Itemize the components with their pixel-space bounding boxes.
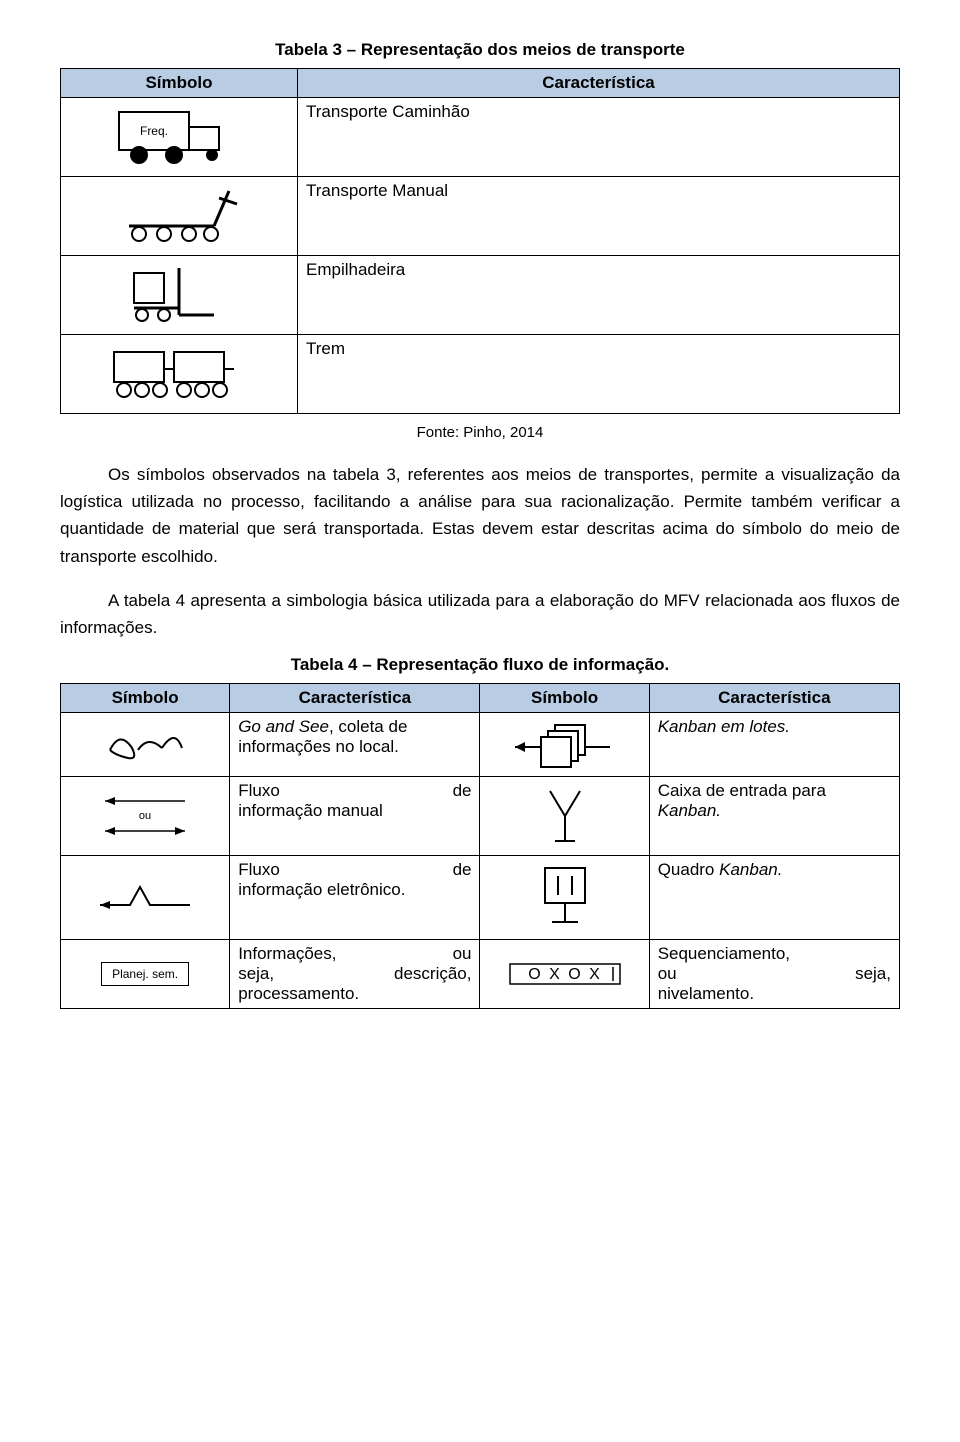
table4-title: Tabela 4 – Representação fluxo de inform…: [60, 655, 900, 675]
table4-header-char-1: Característica: [230, 684, 480, 713]
truck-freq-label: Freq.: [140, 124, 168, 138]
char-cell: Quadro Kanban.: [649, 856, 899, 940]
table4-header-symbol-1: Símbolo: [61, 684, 230, 713]
char-cell: Transporte Caminhão: [298, 98, 900, 177]
table4-header-char-2: Característica: [649, 684, 899, 713]
truck-icon: Freq.: [114, 107, 244, 167]
oxo-leveling-icon: O X O X: [505, 959, 625, 989]
table3-header-char: Característica: [298, 69, 900, 98]
table3-title: Tabela 3 – Representação dos meios de tr…: [60, 40, 900, 60]
char-cell: Kanban em lotes.: [649, 713, 899, 777]
manual-flow-icon: ou: [90, 789, 200, 844]
planej-box-icon: Planej. sem.: [101, 962, 189, 986]
table3-header-symbol: Símbolo: [61, 69, 298, 98]
paragraph-1: Os símbolos observados na tabela 3, refe…: [60, 461, 900, 570]
table-row: Freq. Transporte Caminhão: [61, 98, 900, 177]
char-cell: Informações,ouseja,descrição,processamen…: [230, 940, 480, 1009]
table4-header-symbol-2: Símbolo: [480, 684, 649, 713]
char-cell: Transporte Manual: [298, 177, 900, 256]
char-cell: Empilhadeira: [298, 256, 900, 335]
kanban-board-icon: [530, 860, 600, 935]
char-cell: Trem: [298, 335, 900, 414]
svg-text:O X O X: O X O X: [528, 966, 602, 983]
char-cell: Sequenciamento,ouseja,nivelamento.: [649, 940, 899, 1009]
table-row: Transporte Manual: [61, 177, 900, 256]
table3: Símbolo Característica Freq. Transporte …: [60, 68, 900, 414]
paragraph-2: A tabela 4 apresenta a simbologia básica…: [60, 587, 900, 641]
char-cell: Go and See, coleta de informações no loc…: [230, 713, 480, 777]
table3-caption: Fonte: Pinho, 2014: [60, 424, 900, 441]
table-row: Go and See, coleta de informações no loc…: [61, 713, 900, 777]
table-row: Trem: [61, 335, 900, 414]
train-icon: [104, 344, 254, 404]
manual-cart-icon: [119, 186, 239, 246]
table-row: Empilhadeira: [61, 256, 900, 335]
forklift-icon: [124, 263, 234, 328]
char-cell: Caixa de entrada para Kanban.: [649, 777, 899, 856]
char-cell: Fluxodeinformação eletrônico.: [230, 856, 480, 940]
char-cell: Fluxodeinformação manual: [230, 777, 480, 856]
glasses-icon: [100, 720, 190, 770]
electronic-flow-icon: [90, 875, 200, 920]
table4: Símbolo Característica Símbolo Caracterí…: [60, 683, 900, 1009]
batch-kanban-icon: [510, 717, 620, 772]
table-row: Planej. sem. Informações,ouseja,descriçã…: [61, 940, 900, 1009]
table-row: ou Fluxodeinformação manual Caixa de ent…: [61, 777, 900, 856]
kanban-inbox-icon: [535, 781, 595, 851]
table-row: Fluxodeinformação eletrônico. Quadro Kan…: [61, 856, 900, 940]
svg-text:ou: ou: [139, 810, 151, 822]
